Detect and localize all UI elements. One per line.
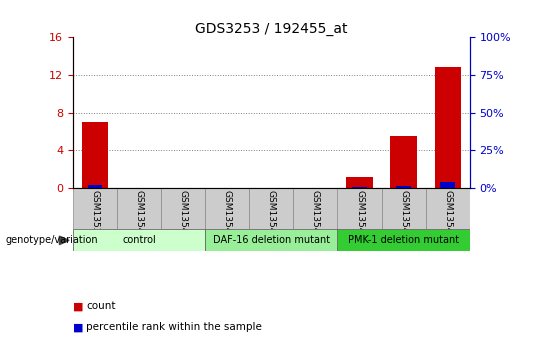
Bar (396, 186, 411, 188)
Text: DAF-16 deletion mutant: DAF-16 deletion mutant (213, 235, 330, 245)
Bar (382, 188, 426, 229)
Bar (249, 188, 293, 229)
Text: GSM135478: GSM135478 (355, 190, 364, 245)
Bar (293, 188, 338, 229)
Bar (117, 188, 161, 229)
Bar (435, 67, 461, 188)
Bar (352, 187, 367, 188)
Text: GSM135476: GSM135476 (267, 190, 276, 245)
Bar (73, 229, 205, 251)
Text: GSM135467: GSM135467 (134, 190, 144, 245)
Text: GSM135480: GSM135480 (443, 190, 452, 245)
Bar (426, 188, 470, 229)
Text: ■: ■ (73, 322, 83, 332)
Text: percentile rank within the sample: percentile rank within the sample (86, 322, 262, 332)
Text: control: control (122, 235, 156, 245)
Text: genotype/variation: genotype/variation (5, 235, 98, 245)
Text: GSM135395: GSM135395 (91, 190, 99, 245)
Bar (161, 188, 205, 229)
Bar (205, 188, 249, 229)
Text: PMK-1 deletion mutant: PMK-1 deletion mutant (348, 235, 459, 245)
Text: GSM135468: GSM135468 (179, 190, 188, 245)
Polygon shape (59, 236, 69, 245)
Bar (73, 188, 117, 229)
Text: GSM135469: GSM135469 (223, 190, 232, 245)
Bar (87, 185, 102, 188)
Bar (82, 122, 108, 188)
Bar (205, 229, 338, 251)
Text: count: count (86, 301, 116, 311)
Text: GSM135477: GSM135477 (311, 190, 320, 245)
Text: ■: ■ (73, 301, 83, 311)
Bar (441, 182, 455, 188)
Text: GSM135479: GSM135479 (399, 190, 408, 245)
Bar (346, 177, 373, 188)
Bar (390, 136, 417, 188)
Title: GDS3253 / 192455_at: GDS3253 / 192455_at (195, 22, 348, 36)
Bar (338, 188, 382, 229)
Bar (338, 229, 470, 251)
